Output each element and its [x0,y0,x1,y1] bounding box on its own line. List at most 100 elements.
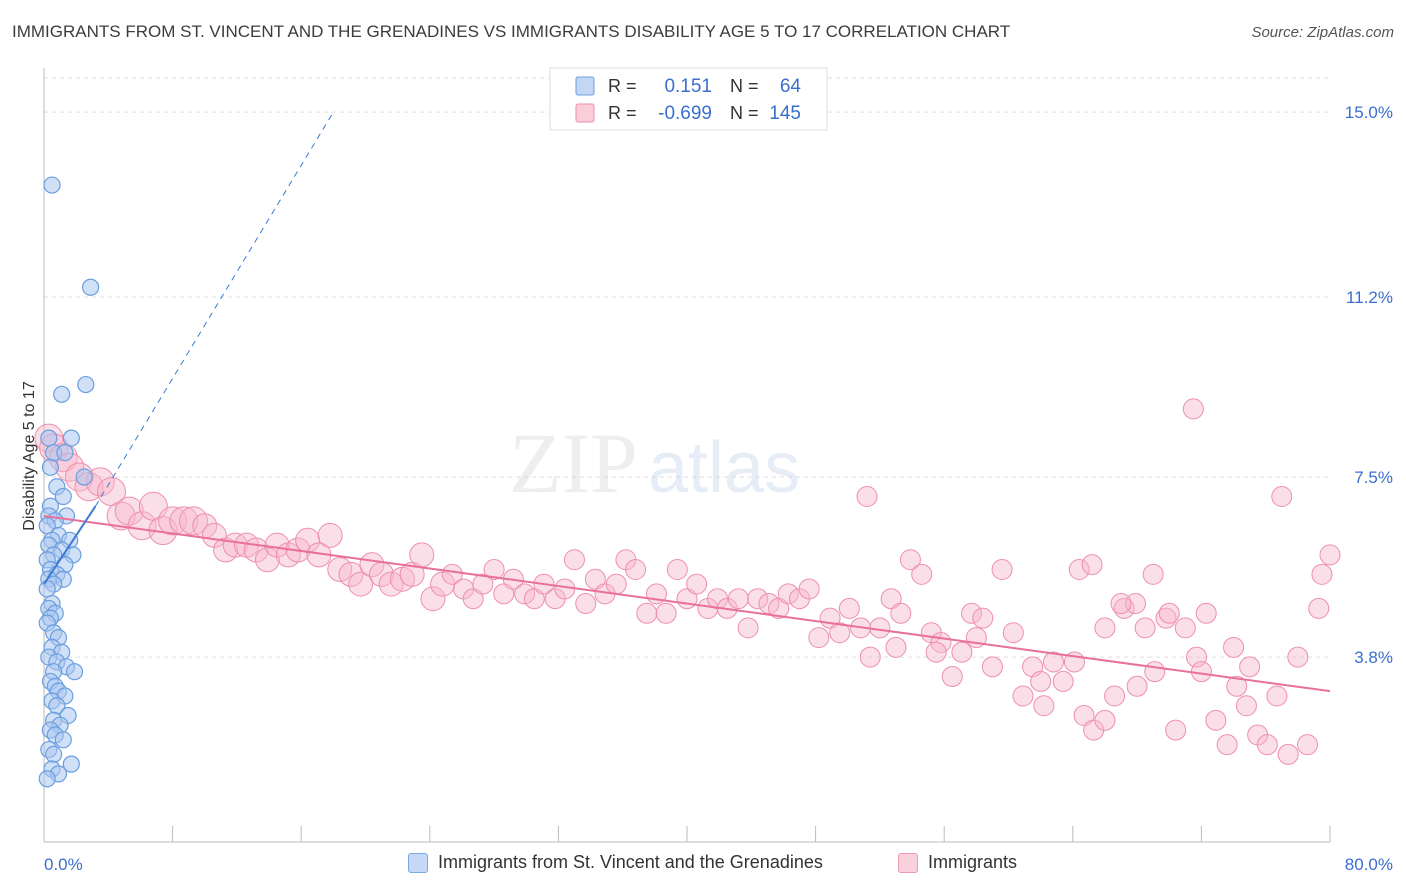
legend-swatch-stvincent [408,852,428,873]
legend-r-label: R = [608,76,637,96]
point-immigrants [829,622,851,644]
point-immigrants [483,558,505,580]
point-immigrants [636,602,658,624]
point-immigrants [1266,685,1288,707]
point-stvincent [77,375,95,394]
series-immigrants-points [34,398,1341,765]
point-immigrants [1002,622,1024,644]
point-immigrants [554,578,576,600]
point-immigrants [1030,670,1052,692]
point-immigrants [1174,617,1196,639]
point-stvincent [38,580,56,598]
y-axis-label: Disability Age 5 to 17 [21,381,38,531]
point-immigrants [925,641,947,663]
point-stvincent [75,468,93,486]
point-stvincent [43,176,61,194]
point-immigrants [1296,734,1318,756]
point-immigrants [114,496,144,526]
point-immigrants [575,593,597,615]
y-tick-label: 7.5% [1354,468,1393,487]
point-immigrants [514,583,536,605]
point-immigrants [420,586,446,612]
point-immigrants [727,588,749,610]
legend-r-value: 0.151 [664,76,712,97]
point-immigrants [1073,704,1095,726]
point-stvincent [62,429,80,447]
point-immigrants [523,588,545,610]
legend-correlation-box: R = 0.151 N = 64 R = -0.699 N = 145 [549,67,828,131]
point-immigrants [1311,563,1333,585]
legend-swatch-immigrants [575,103,595,123]
point-immigrants [880,588,902,610]
point-immigrants [1287,646,1309,668]
point-immigrants [686,573,708,595]
point-immigrants [951,641,973,663]
point-immigrants [808,627,830,649]
point-stvincent [82,278,100,296]
legend-n-label: N = [730,76,759,96]
y-tick-label: 15.0% [1345,103,1393,122]
point-immigrants [359,552,385,578]
point-stvincent [38,770,56,788]
point-immigrants [1142,563,1164,585]
trend-line-immigrants [43,514,1331,693]
legend-r-label: R = [608,103,637,123]
legend-box [549,67,828,131]
trend-line-stvincent-extension [95,111,334,507]
point-immigrants [899,549,921,571]
point-immigrants [885,636,907,658]
point-immigrants [1256,734,1278,756]
legend-n-label: N = [730,103,759,123]
point-immigrants [1052,670,1074,692]
point-immigrants [348,571,374,597]
point-immigrants [747,588,769,610]
point-immigrants [798,578,820,600]
point-immigrants [584,568,606,590]
point-immigrants [625,558,647,580]
watermark-atlas: atlas [648,428,800,508]
source-label: Source: ZipAtlas.com [1251,24,1394,41]
point-stvincent [54,487,72,506]
point-immigrants [409,542,435,568]
point-immigrants [838,597,860,619]
point-immigrants [1235,695,1257,717]
legend-r-value: -0.699 [658,103,712,124]
point-immigrants [472,573,494,595]
point-immigrants [1195,602,1217,624]
point-immigrants [1239,656,1261,678]
point-immigrants [222,532,248,558]
point-immigrants [1216,734,1238,756]
legend-item-immigrants: Immigrants [898,852,1017,873]
point-immigrants [1126,675,1148,697]
point-immigrants [1205,709,1227,731]
point-immigrants [605,573,627,595]
y-tick-label: 3.8% [1354,648,1393,667]
x-tick-label: 80.0% [1345,855,1393,874]
point-immigrants [655,602,677,624]
point-immigrants [1165,719,1187,741]
point-immigrants [1012,685,1034,707]
point-immigrants [254,547,280,573]
point-immigrants [1182,398,1204,420]
point-immigrants [1094,709,1116,731]
point-stvincent [53,385,71,403]
point-stvincent [45,745,63,764]
legend-n-value: 145 [769,103,801,124]
point-stvincent [54,731,72,749]
chart-title: IMMIGRANTS FROM ST. VINCENT AND THE GREN… [12,22,1011,41]
point-immigrants [1134,617,1156,639]
point-immigrants [981,656,1003,678]
point-immigrants [1271,485,1293,507]
point-immigrants [890,602,912,624]
point-stvincent [41,458,60,476]
point-immigrants [1068,558,1090,580]
point-immigrants [1081,554,1103,576]
legend-label-immigrants: Immigrants [928,852,1018,872]
point-immigrants [961,602,983,624]
point-immigrants [1223,636,1245,658]
trend-line-stvincent [43,505,97,585]
series-stvincent-points [38,176,100,788]
point-immigrants [462,588,484,610]
point-immigrants [768,597,790,619]
